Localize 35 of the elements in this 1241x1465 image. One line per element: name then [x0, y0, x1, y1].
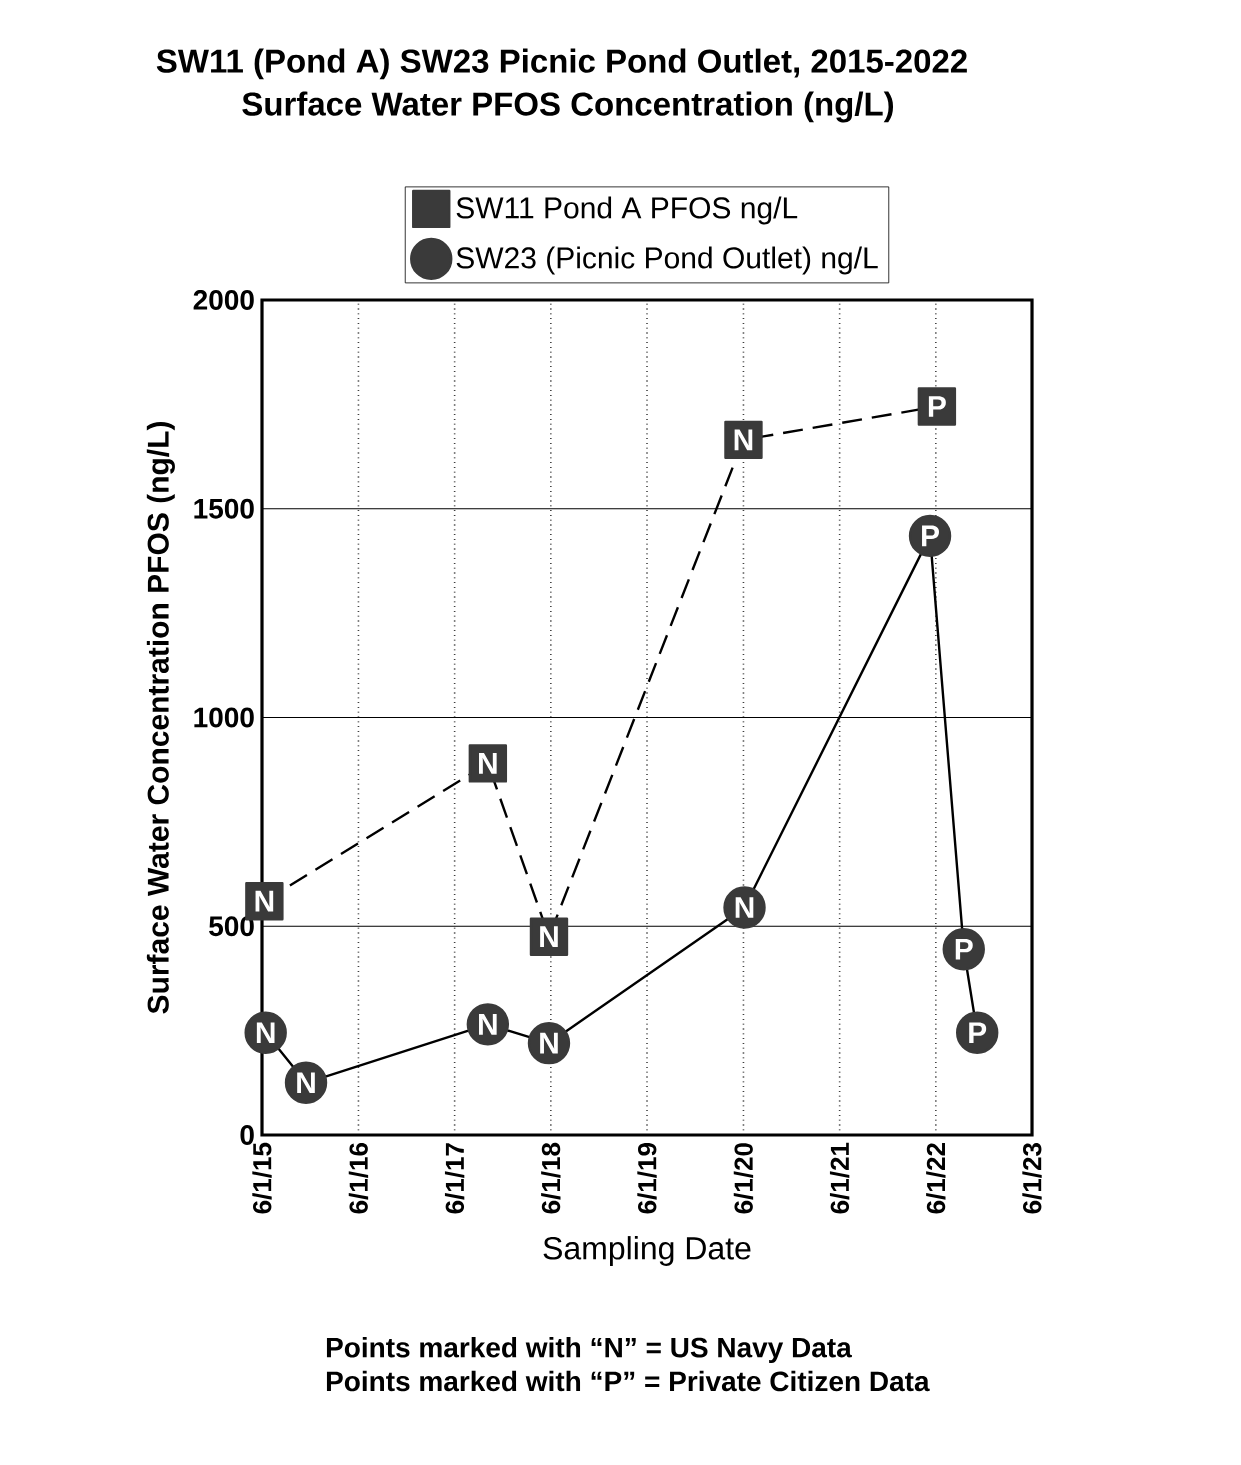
annotation: N — [735, 897, 754, 918]
x-tick-label: 6/1/23 — [1022, 1143, 1042, 1214]
annotation: P — [955, 938, 973, 960]
chart-subtitle: Surface Water PFOS Concentration (ng/L) — [242, 91, 894, 123]
annotation: N — [540, 926, 558, 947]
legend-label: SW23 (Picnic Pond Outlet) ng/L — [456, 246, 878, 275]
x-tick-label: 6/1/15 — [252, 1142, 272, 1214]
annotation: P — [969, 1022, 987, 1044]
x-tick-label: 6/1/22 — [926, 1143, 946, 1214]
annotation: N — [540, 1032, 558, 1054]
x-axis-title: Sampling Date — [543, 1236, 751, 1266]
annotation: N — [479, 753, 497, 774]
annotation: N — [734, 429, 753, 451]
y-tick-label: 1000 — [194, 707, 254, 728]
annotation: N — [479, 1014, 497, 1035]
chart-title: SW11 (Pond A) SW23 Picnic Pond Outlet, 2015-2022 — [156, 48, 967, 80]
x-tick-label: 6/1/18 — [541, 1142, 561, 1214]
annotation: N — [255, 890, 274, 912]
annotation: P — [928, 396, 946, 417]
text: Points marked with “P” = Private Citizen Data — [326, 1370, 930, 1392]
x-tick-label: 6/1/16 — [348, 1143, 369, 1214]
y-tick-label: 0 — [240, 1125, 254, 1145]
y-tick-label: 2000 — [193, 290, 254, 310]
annotation: N — [256, 1022, 275, 1044]
x-tick-label: 6/1/20 — [733, 1143, 754, 1214]
y-tick-label: 1500 — [194, 498, 254, 519]
legend-label: SW11 Pond A PFOS ng/L — [456, 196, 798, 225]
annotation: P — [922, 525, 940, 547]
text: Points marked with “N” = US Navy Data — [326, 1336, 852, 1364]
y-axis-title: Surface Water Concentration PFOS (ng/L) — [146, 422, 175, 1014]
x-tick-label: 6/1/17 — [444, 1143, 465, 1214]
x-tick-label: 6/1/19 — [637, 1143, 657, 1214]
y-tick-label: 500 — [209, 916, 254, 937]
x-tick-label: 6/1/21 — [829, 1142, 850, 1214]
annotation: N — [297, 1072, 315, 1094]
